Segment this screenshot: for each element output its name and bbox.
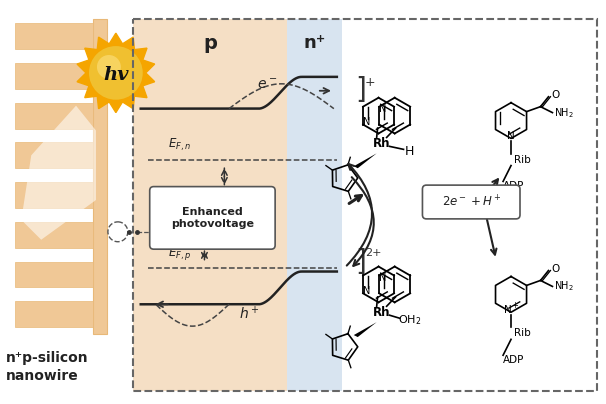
Text: $E_{F,n}$: $E_{F,n}$ [168,137,191,154]
Text: N: N [363,117,371,127]
Text: $2e^- + H^+$: $2e^- + H^+$ [442,194,501,210]
Circle shape [89,46,143,100]
Polygon shape [354,322,377,337]
Text: $e^-$: $e^-$ [257,78,278,92]
Text: +: + [511,301,519,310]
Text: p: p [203,34,217,53]
FancyBboxPatch shape [422,185,520,219]
Text: 2+: 2+ [365,248,381,258]
Text: NH$_2$: NH$_2$ [554,280,574,293]
Text: $h^+$: $h^+$ [239,305,260,322]
Text: $E_{F,p}$: $E_{F,p}$ [168,245,191,262]
Text: nanowire: nanowire [7,369,79,383]
Text: Rh: Rh [373,137,390,150]
Polygon shape [21,106,96,240]
Text: OH$_2$: OH$_2$ [398,313,421,327]
Text: H: H [405,145,414,158]
Circle shape [108,222,128,242]
Text: Rh: Rh [373,306,390,319]
Bar [93,19,107,334]
Text: Rib: Rib [514,155,531,164]
Text: O: O [551,263,560,274]
Bar [133,19,287,391]
Polygon shape [77,33,155,113]
Circle shape [97,55,121,79]
Text: hv: hv [103,66,128,84]
Text: O: O [551,90,560,100]
Bar [15,103,93,128]
Text: ]: ] [355,248,365,276]
FancyBboxPatch shape [150,187,275,249]
Text: +: + [365,76,375,89]
Text: ]: ] [355,76,365,104]
Text: N: N [379,104,387,114]
Text: N: N [504,305,512,315]
Text: n⁺: n⁺ [303,34,325,52]
Bar [15,222,93,248]
Bar [287,19,342,391]
Bar [15,182,93,208]
Bar [15,23,93,49]
Text: n⁺p-silicon: n⁺p-silicon [7,351,89,365]
Text: ADP: ADP [503,355,524,365]
Bar [15,261,93,287]
Polygon shape [354,154,377,168]
Text: N: N [363,286,371,296]
Text: Enhanced
photovoltage: Enhanced photovoltage [171,207,254,229]
Bar [15,301,93,327]
Text: ADP: ADP [503,181,524,191]
Text: Rib: Rib [514,328,531,339]
Text: NH$_2$: NH$_2$ [554,106,574,120]
Bar [15,143,93,168]
Text: N: N [507,131,515,141]
Text: N: N [379,273,387,283]
Bar [15,63,93,89]
